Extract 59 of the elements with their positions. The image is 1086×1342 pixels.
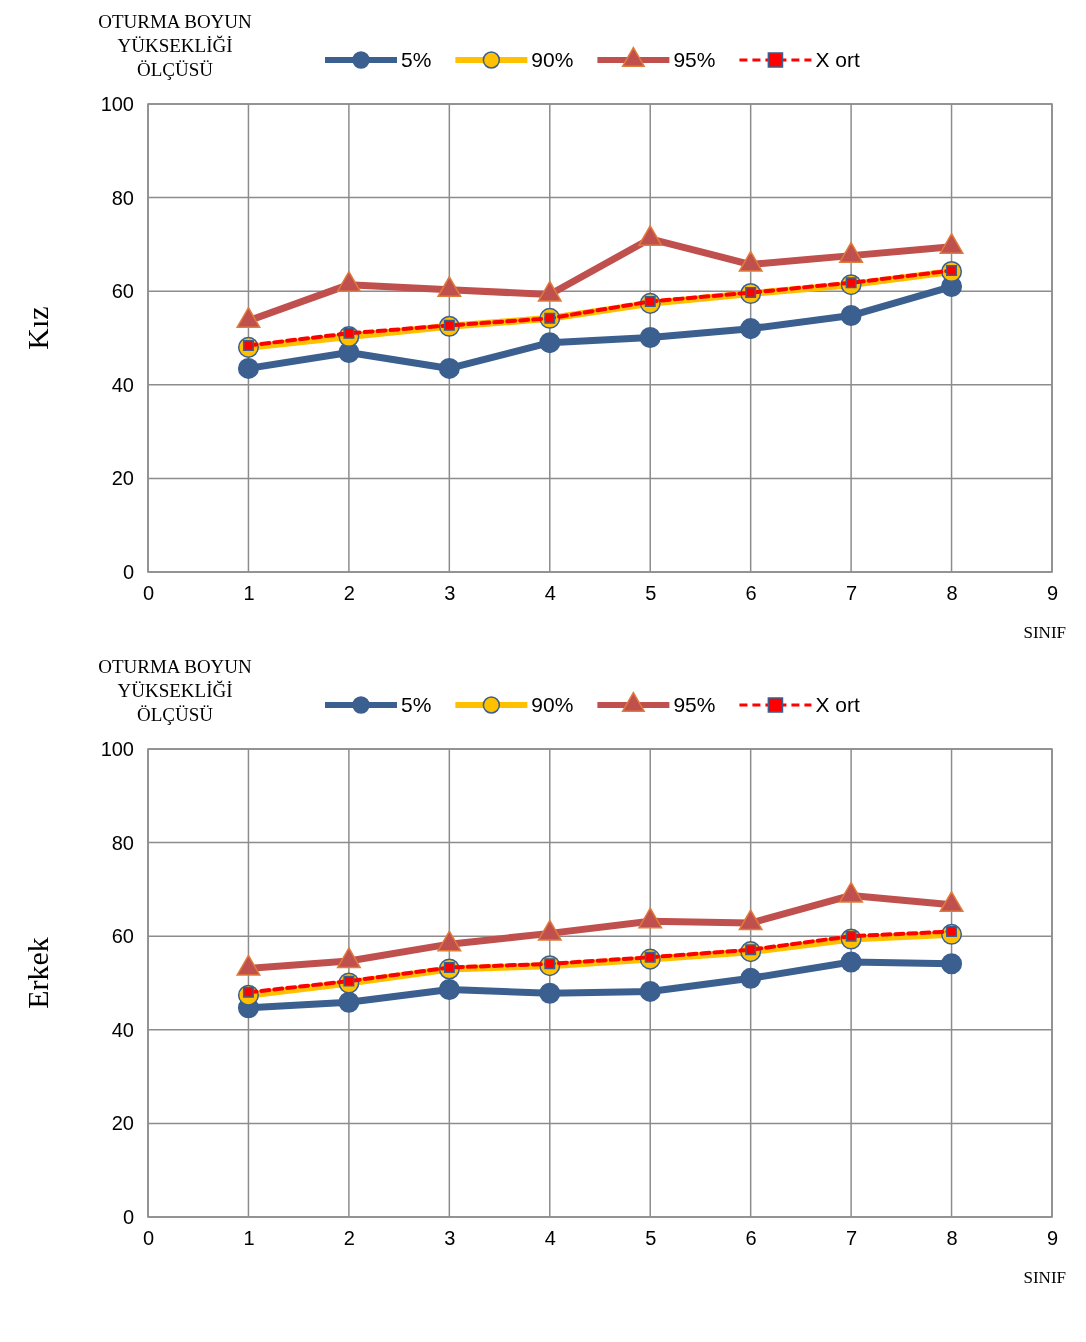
x-tick-label: 6 — [745, 1227, 757, 1250]
x-tick-label: 0 — [142, 582, 155, 605]
y-tick-label: 40 — [111, 373, 134, 396]
point — [639, 327, 661, 349]
y-tick-label: 40 — [111, 1018, 134, 1041]
y-tick-label: 80 — [111, 831, 134, 854]
point — [740, 967, 762, 989]
x-tick-label: 7 — [846, 1227, 858, 1250]
x-tick-label: 1 — [243, 582, 255, 605]
y-tick-label: 0 — [122, 1205, 134, 1228]
y-tick-label: 100 — [100, 92, 134, 115]
x-tick-label: 5 — [645, 1227, 657, 1250]
point — [840, 951, 862, 973]
y-tick-label: 0 — [122, 560, 134, 583]
point — [237, 357, 259, 379]
x-axis-title: SINIF — [1023, 623, 1066, 642]
x-tick-label: 2 — [343, 1227, 355, 1250]
point — [539, 982, 561, 1004]
x-tick-label: 9 — [1046, 1227, 1059, 1250]
x-tick-label: 0 — [142, 1227, 155, 1250]
x-tick-label: 8 — [946, 1227, 958, 1250]
point — [639, 980, 661, 1002]
x-tick-label: 5 — [645, 582, 657, 605]
point — [740, 318, 762, 340]
point — [539, 332, 561, 354]
y-tick-label: 20 — [111, 1112, 134, 1135]
y-tick-label: 80 — [111, 186, 134, 209]
x-tick-label: 4 — [544, 582, 556, 605]
x-tick-label: 9 — [1046, 582, 1059, 605]
x-tick-label: 3 — [444, 582, 456, 605]
x-tick-label: 7 — [846, 582, 858, 605]
x-tick-label: 8 — [946, 582, 958, 605]
point — [941, 953, 963, 975]
legend-label: 90% — [531, 693, 574, 716]
y-tick-label: 100 — [100, 737, 134, 760]
legend-label: 5% — [401, 693, 432, 716]
x-tick-label: 4 — [544, 1227, 556, 1250]
x-axis-title: SINIF — [1023, 1268, 1066, 1287]
point — [338, 991, 360, 1013]
x-tick-label: 2 — [343, 582, 355, 605]
legend-label: X ort — [815, 693, 860, 716]
legend-label: 95% — [673, 693, 716, 716]
legend-label: 95% — [673, 48, 716, 71]
y-tick-label: 20 — [111, 467, 134, 490]
x-tick-label: 6 — [745, 582, 757, 605]
legend-label: X ort — [815, 48, 860, 71]
y-axis-title: Erkek — [21, 937, 54, 1009]
x-tick-label: 1 — [243, 1227, 255, 1250]
chart-title: OTURMA BOYUN YÜKSEKLİĞİ ÖLÇÜSÜ — [98, 656, 253, 725]
point — [840, 305, 862, 327]
y-tick-label: 60 — [111, 925, 134, 948]
legend-label: 90% — [531, 48, 574, 71]
point — [438, 357, 460, 379]
y-axis-title: Kız — [21, 306, 54, 350]
y-tick-label: 60 — [111, 280, 134, 303]
x-tick-label: 3 — [444, 1227, 456, 1250]
chart-title: OTURMA BOYUN YÜKSEKLİĞİ ÖLÇÜSÜ — [98, 11, 253, 80]
point — [438, 979, 460, 1001]
legend-label: 5% — [401, 48, 432, 71]
